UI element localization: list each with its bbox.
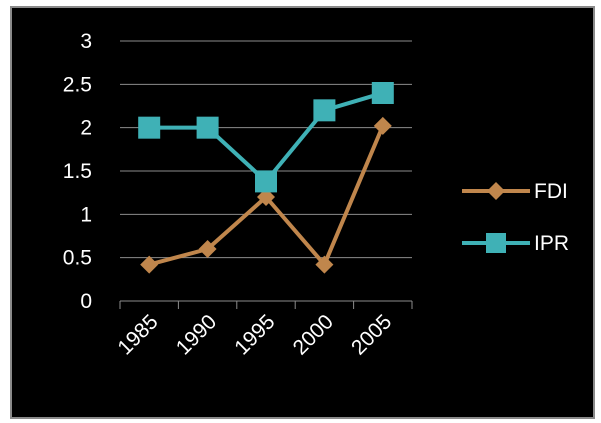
x-tick-label: 1995 <box>230 310 279 359</box>
data-point-fdi <box>315 255 334 274</box>
y-tick-label: 1.5 <box>63 160 92 183</box>
legend-marker-fdi <box>487 182 505 200</box>
data-point-fdi <box>140 255 159 274</box>
chart-frame <box>10 6 595 419</box>
y-tick-label: 1 <box>80 203 92 226</box>
y-tick-label: 3 <box>80 30 92 53</box>
legend-label-ipr: IPR <box>534 232 569 255</box>
data-point-ipr <box>138 116 161 139</box>
data-point-ipr <box>313 99 336 122</box>
x-tick-label: 2005 <box>347 310 396 359</box>
data-point-fdi <box>373 116 392 135</box>
y-tick-label: 0 <box>80 290 92 313</box>
legend-marker-ipr <box>486 233 506 253</box>
y-tick-label: 2.5 <box>63 73 92 96</box>
x-tick-label: 2000 <box>289 310 338 359</box>
y-tick-label: 0.5 <box>63 247 92 270</box>
data-point-fdi <box>257 188 275 206</box>
series-line-ipr <box>149 91 384 184</box>
data-point-ipr <box>196 116 219 139</box>
y-tick-label: 2 <box>80 117 92 140</box>
data-point-fdi <box>198 240 217 258</box>
legend-label-fdi: FDI <box>534 180 568 203</box>
data-point-ipr <box>255 170 277 193</box>
x-tick-label: 1985 <box>113 310 162 359</box>
data-point-ipr <box>371 82 394 104</box>
x-tick-label: 1990 <box>172 310 221 359</box>
